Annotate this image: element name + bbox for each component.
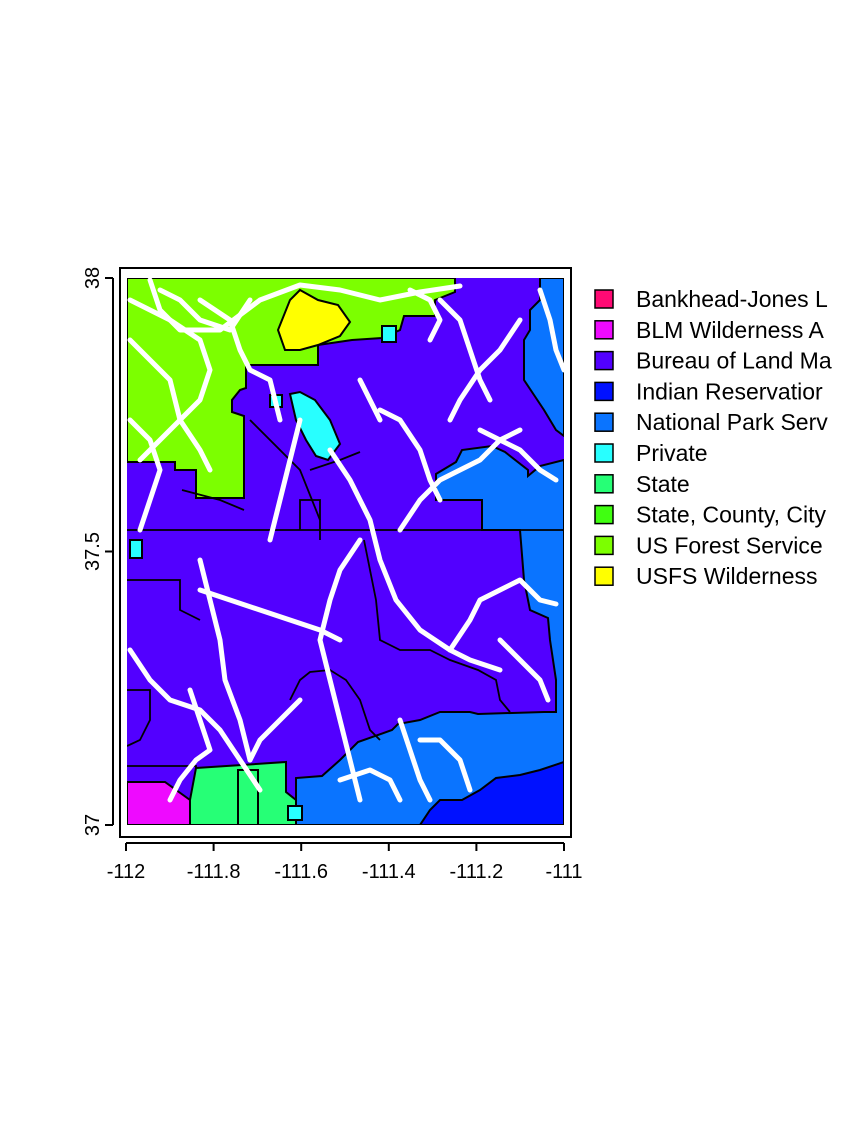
legend-swatch [594, 535, 614, 556]
x-tick-label: -111.4 [362, 861, 416, 883]
usfs-wilderness-region [276, 288, 352, 351]
legend-label: State [636, 471, 690, 497]
legend-label: Indian Reservatior [636, 378, 823, 404]
legend-label: US Forest Service [636, 532, 823, 558]
legend-swatch [594, 381, 614, 402]
private-parcel-4 [287, 805, 303, 821]
map-border [119, 267, 572, 838]
legend-label: USFS Wilderness [636, 563, 817, 589]
legend-label: National Park Serv [636, 409, 828, 435]
private-parcel-3 [129, 539, 143, 559]
legend-swatch [594, 504, 614, 525]
y-tick-label: 37.5 [82, 532, 104, 571]
x-tick-label: -111 [545, 861, 582, 883]
y-axis: 37 37.5 38 [82, 267, 114, 836]
y-tick-label: 38 [82, 267, 104, 289]
legend-swatch [594, 566, 614, 586]
map-panel [127, 278, 564, 825]
x-tick-label: -112 [107, 861, 146, 883]
legend-swatch [594, 443, 614, 463]
legend-swatch [594, 474, 614, 494]
private-parcel-2 [381, 325, 397, 343]
indian-reservation-region [418, 760, 564, 825]
legend-label: BLM Wilderness A [636, 317, 825, 343]
boundary-lines [127, 419, 564, 768]
legend-swatch [594, 350, 614, 371]
x-tick-label: -111.2 [450, 861, 504, 883]
legend-label: Bankhead-Jones L [636, 286, 828, 312]
roads [127, 278, 564, 803]
legend: Bankhead-Jones L BLM Wilderness A Bureau o… [594, 286, 832, 589]
nps-region-south [280, 444, 564, 825]
legend-label: State, County, City [636, 502, 827, 528]
legend-swatch [594, 412, 614, 432]
x-tick-label: -111.6 [274, 861, 328, 883]
y-tick-label: 37 [82, 814, 104, 836]
x-axis: -112 -111.8 -111.6 -111.4 -111.2 -111 [107, 842, 583, 883]
legend-label: Bureau of Land Ma [636, 348, 832, 374]
legend-label: Private [636, 440, 708, 466]
x-tick-label: -111.8 [187, 861, 241, 883]
legend-swatch [594, 320, 614, 340]
legend-swatch [594, 289, 614, 309]
